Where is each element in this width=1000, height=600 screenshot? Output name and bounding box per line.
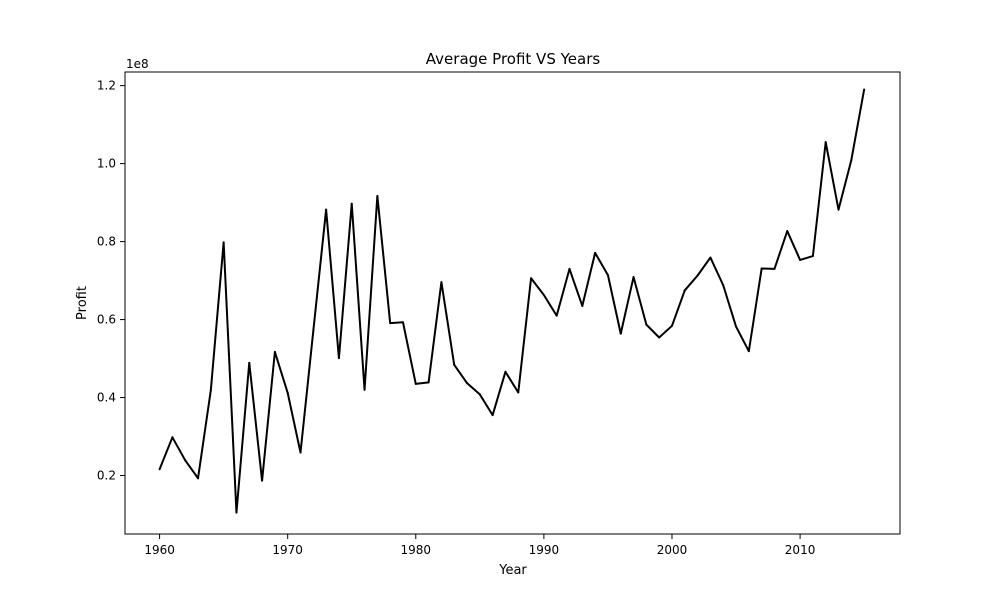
x-tick-label: 2000 [657,543,688,557]
data-point [184,459,187,462]
y-tick-label: 1.0 [97,157,116,171]
data-point [735,325,738,328]
data-point [670,324,673,327]
data-point [709,256,712,259]
data-point [542,294,545,297]
data-point [235,511,238,514]
data-point [325,208,328,211]
data-point [581,304,584,307]
data-point [440,281,443,284]
data-point [222,241,225,244]
y-tick-label: 0.8 [97,235,116,249]
y-tick-label: 0.2 [97,469,116,483]
data-point [158,468,161,471]
data-point [491,414,494,417]
data-point [248,361,251,364]
series-line [158,89,866,514]
data-point [171,436,174,439]
data-point [273,350,276,353]
x-tick-label: 1960 [144,543,175,557]
chart-title: Average Profit VS Years [426,50,601,68]
data-point [773,267,776,270]
data-point [517,391,520,394]
data-point [747,350,750,353]
y-tick-label: 0.6 [97,313,116,327]
y-scale-label: 1e8 [126,57,149,71]
data-point [261,479,264,482]
data-point [350,202,353,205]
data-point [530,277,533,280]
x-tick-label: 1990 [529,543,560,557]
data-point [453,363,456,366]
data-point [414,382,417,385]
data-point [696,274,699,277]
data-point [722,284,725,287]
x-tick-label: 1980 [401,543,432,557]
x-tick-label: 1970 [272,543,303,557]
data-point [286,391,289,394]
data-point [645,323,648,326]
x-axis: 1960 1970 1980 1990 2000 2010 [144,534,815,557]
data-point [786,230,789,233]
data-point [401,321,404,324]
data-point [811,255,814,258]
data-point [363,388,366,391]
data-point [312,329,315,332]
data-point [837,208,840,211]
data-point [478,393,481,396]
data-point [209,389,212,392]
y-axis: 0.2 0.4 0.6 0.8 1.0 1.2 [97,79,125,483]
y-tick-label: 0.4 [97,391,116,405]
data-point [863,88,866,91]
data-point [376,194,379,197]
data-point [850,159,853,162]
data-point [658,336,661,339]
data-point [760,267,763,270]
y-tick-label: 1.2 [97,79,116,93]
data-point [555,314,558,317]
data-point [466,382,469,385]
data-point [594,251,597,254]
plot-frame [124,71,901,535]
data-point [619,332,622,335]
data-point [606,274,609,277]
data-point [568,267,571,270]
y-axis-label: Profit [75,286,90,320]
data-point [632,276,635,279]
data-point [389,322,392,325]
data-point [299,451,302,454]
data-point [427,381,430,384]
data-point [337,357,340,360]
data-point [799,258,802,261]
data-point [824,141,827,144]
x-axis-label: Year [498,563,527,578]
x-tick-label: 2010 [785,543,816,557]
data-point [197,477,200,480]
data-point [504,370,507,373]
plot-area [158,88,866,514]
data-point [683,289,686,292]
